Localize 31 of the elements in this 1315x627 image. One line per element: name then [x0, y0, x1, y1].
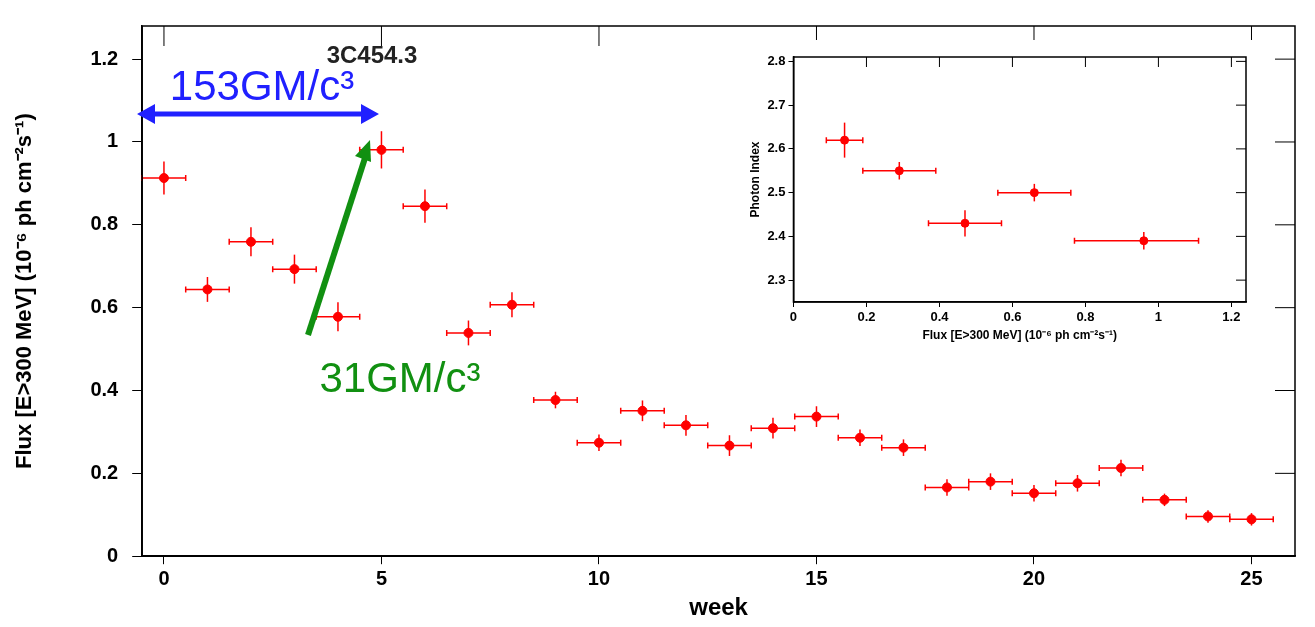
x-tick-label: 0.6 [1003, 309, 1022, 325]
y-tick-label: 2.8 [767, 52, 786, 68]
x-tick-label: 20 [1022, 566, 1046, 589]
y-tick-label: 2.7 [767, 96, 786, 112]
y-tick-label: 2.3 [767, 271, 786, 287]
text: 3C454.3 [326, 40, 418, 68]
y-tick-label: 1 [107, 129, 119, 152]
y-tick-label: 0.2 [90, 460, 119, 483]
x-tick-label: 0 [789, 309, 798, 325]
x-axis-title: week [688, 593, 749, 621]
x-tick-label: 0.8 [1076, 309, 1095, 325]
y-tick-label: 0.4 [90, 378, 120, 401]
annotation: 31GM/c³ [319, 353, 481, 401]
y-tick-label: 2.4 [767, 227, 787, 243]
x-tick-label: 5 [375, 566, 388, 589]
x-tick-label: 0 [158, 566, 170, 589]
y-tick-label: 2.5 [767, 184, 786, 200]
y-axis-title: Photon Index [747, 141, 762, 218]
x-tick-label: 0.2 [857, 309, 876, 325]
y-tick-label: 0.8 [90, 212, 119, 235]
x-tick-label: 10 [587, 566, 611, 589]
x-tick-label: 1 [1154, 309, 1163, 325]
x-tick-label: 0.4 [930, 309, 950, 325]
x-tick-label: 25 [1240, 566, 1263, 589]
y-tick-label: 1.2 [90, 46, 119, 69]
y-tick-label: 2.6 [767, 140, 786, 156]
x-tick-label: 1.2 [1222, 309, 1241, 325]
y-axis-title: Flux [E>300 MeV] (10⁻⁶ ph cm⁻²s⁻¹) [11, 113, 37, 469]
x-tick-label: 15 [805, 566, 828, 589]
y-tick-label: 0 [107, 543, 119, 566]
x-axis-title: Flux [E>300 MeV] (10⁻⁶ ph cm⁻²s⁻¹) [922, 328, 1118, 343]
